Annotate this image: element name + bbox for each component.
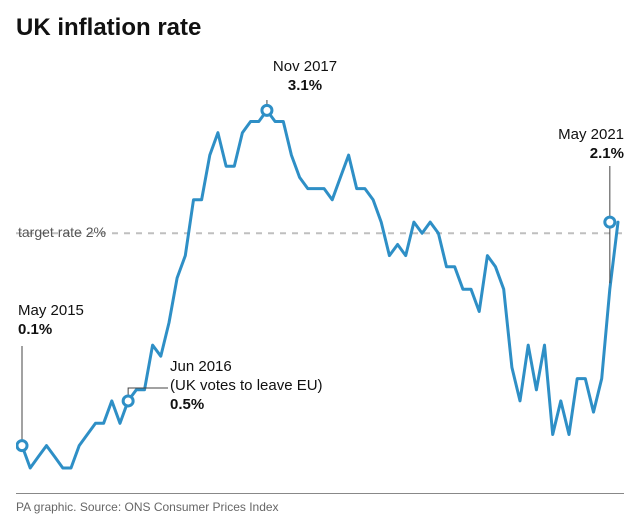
callout-may2021: May 2021 2.1% [504, 126, 624, 164]
callout-value: 0.5% [170, 396, 390, 415]
callout-value: 3.1% [245, 77, 365, 96]
callout-date: Nov 2017 [245, 58, 365, 77]
callout-date: May 2015 [18, 302, 138, 321]
chart-baseline [16, 493, 624, 494]
source-footer: PA graphic. Source: ONS Consumer Prices … [16, 500, 279, 514]
callout-value: 2.1% [504, 145, 624, 164]
callout-note: (UK votes to leave EU) [170, 377, 390, 396]
page-title: UK inflation rate [16, 14, 201, 42]
callout-nov2017: Nov 2017 3.1% [245, 58, 365, 96]
target-rate-label: target rate 2% [18, 224, 106, 240]
callout-may2015: May 2015 0.1% [18, 302, 138, 340]
callout-value: 0.1% [18, 321, 138, 340]
callout-date: May 2021 [504, 126, 624, 145]
callout-date: Jun 2016 [170, 358, 390, 377]
callout-jun2016: Jun 2016 (UK votes to leave EU) 0.5% [170, 358, 390, 414]
